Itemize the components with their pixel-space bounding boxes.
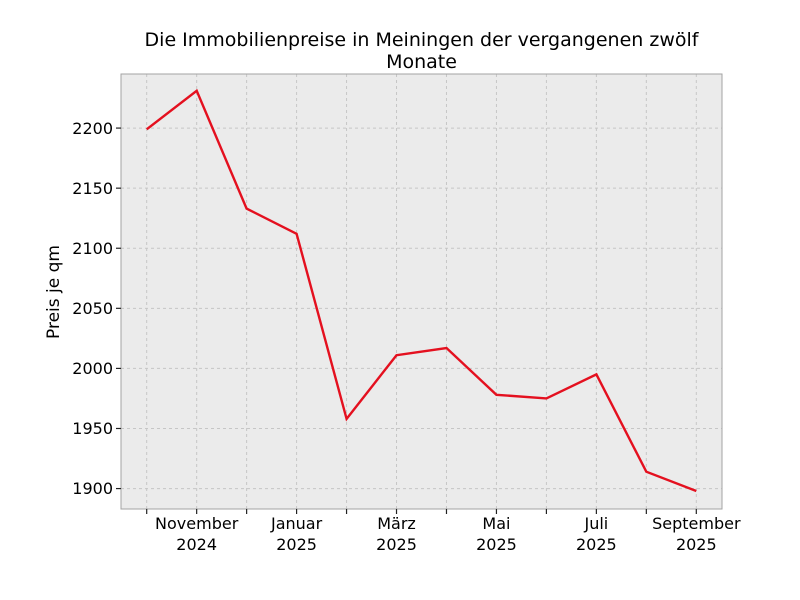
x-tick-label: September 2025 [621,513,771,555]
x-tick-month: Juli [584,514,609,533]
x-tick-label: November 2024 [122,513,272,555]
y-tick-label: 2200 [72,118,113,138]
y-tick-label: 2100 [72,238,113,258]
y-tick-label: 2000 [72,358,113,378]
x-tick-month: März [377,514,416,533]
x-tick-month: Mai [482,514,511,533]
chart-title: Die Immobilienpreise in Meiningen der ve… [144,29,699,73]
x-tick-month: September [652,514,741,533]
x-tick-label: Juli 2025 [521,513,671,555]
x-tick-label: Januar 2025 [222,513,372,555]
x-tick-label: Mai 2025 [421,513,571,555]
x-tick-year: 2025 [376,535,417,554]
x-tick-year: 2024 [176,535,218,554]
x-tick-year: 2025 [576,535,617,554]
y-tick-label: 1900 [72,479,113,499]
x-tick-year: 2025 [476,535,517,554]
x-tick-month: Januar [270,514,323,533]
y-tick-label: 2150 [72,178,113,198]
axes-spine [120,73,723,510]
x-tick-year: 2025 [675,535,717,554]
x-tick-label: März 2025 [322,513,472,555]
x-tick-year: 2025 [276,535,317,554]
y-tick-label: 1950 [72,418,113,438]
y-tick-label: 2050 [72,298,113,318]
price-line [145,88,697,493]
x-tick-month: November [155,514,239,533]
